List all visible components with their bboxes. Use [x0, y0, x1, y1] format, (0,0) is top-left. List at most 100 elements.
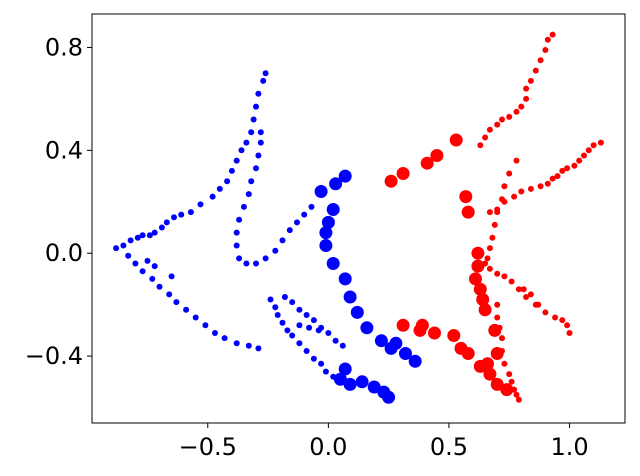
- data-point: [257, 139, 264, 146]
- data-point: [255, 90, 262, 97]
- data-point: [284, 327, 291, 334]
- data-point: [518, 188, 525, 195]
- data-point: [166, 291, 173, 298]
- data-point: [163, 219, 170, 226]
- data-point: [488, 323, 502, 337]
- data-point: [262, 70, 269, 77]
- data-point: [367, 380, 381, 394]
- data-point: [248, 178, 255, 185]
- data-point: [484, 255, 491, 262]
- data-point: [319, 239, 333, 252]
- data-point: [473, 282, 487, 296]
- data-point: [396, 167, 410, 180]
- data-point: [535, 301, 542, 308]
- data-point: [486, 126, 493, 133]
- data-points: [113, 31, 604, 404]
- data-point: [544, 36, 551, 43]
- data-point: [597, 139, 604, 146]
- data-point: [151, 263, 158, 270]
- data-point: [267, 296, 274, 303]
- data-point: [289, 332, 296, 339]
- data-point: [212, 330, 218, 336]
- data-point: [559, 317, 566, 324]
- data-point: [478, 303, 492, 317]
- data-point: [183, 306, 190, 313]
- data-point: [192, 314, 199, 321]
- data-point: [523, 294, 530, 300]
- data-point: [428, 326, 441, 340]
- data-point: [449, 133, 463, 147]
- data-point: [549, 175, 556, 182]
- data-point: [224, 178, 231, 185]
- data-point: [499, 196, 505, 203]
- data-point: [471, 246, 485, 260]
- data-point: [303, 348, 310, 354]
- data-point: [396, 318, 410, 332]
- data-point: [491, 221, 498, 228]
- data-point: [255, 152, 262, 159]
- data-point: [279, 237, 286, 244]
- x-axis: −0.5 0.0 0.5 1.0: [179, 423, 589, 461]
- data-point: [515, 396, 522, 403]
- data-point: [318, 360, 325, 367]
- data-point: [527, 185, 534, 192]
- data-point: [139, 268, 146, 275]
- data-point: [447, 329, 461, 342]
- data-point: [476, 293, 490, 306]
- data-point: [308, 203, 315, 210]
- data-point: [338, 362, 352, 376]
- data-point: [486, 209, 493, 216]
- data-point: [260, 77, 267, 84]
- data-point: [233, 229, 240, 236]
- data-point: [274, 312, 281, 318]
- data-point: [523, 85, 530, 92]
- data-point: [501, 360, 508, 367]
- data-point: [469, 272, 482, 286]
- data-point: [515, 286, 522, 293]
- data-point: [542, 309, 549, 316]
- data-point: [257, 129, 264, 136]
- data-point: [303, 312, 310, 318]
- y-tick-label: 0.8: [45, 33, 83, 61]
- data-point: [494, 121, 501, 128]
- data-point: [513, 157, 520, 164]
- data-point: [554, 173, 561, 180]
- data-point: [506, 113, 513, 120]
- data-point: [314, 185, 328, 198]
- data-point: [564, 322, 571, 329]
- data-point: [513, 108, 520, 115]
- y-tick-label: 0.4: [45, 136, 83, 164]
- data-point: [350, 305, 364, 319]
- data-point: [508, 378, 515, 385]
- data-point: [332, 337, 339, 344]
- data-point: [384, 174, 398, 188]
- data-point: [549, 31, 556, 38]
- data-point: [296, 322, 303, 329]
- data-point: [319, 226, 333, 240]
- data-point: [483, 367, 497, 381]
- data-point: [253, 165, 259, 172]
- data-point: [296, 306, 303, 313]
- data-point: [139, 232, 146, 239]
- data-point: [544, 180, 551, 187]
- data-point: [326, 257, 340, 270]
- data-point: [499, 116, 505, 123]
- data-point: [518, 103, 525, 110]
- data-point: [532, 67, 539, 74]
- data-point: [243, 260, 250, 267]
- data-point: [338, 169, 352, 183]
- data-point: [527, 291, 534, 298]
- data-point: [173, 299, 180, 306]
- data-point: [489, 234, 496, 241]
- data-point: [399, 347, 412, 360]
- data-point: [238, 147, 245, 154]
- data-point: [564, 165, 571, 172]
- data-point: [253, 260, 259, 267]
- data-point: [253, 103, 259, 110]
- data-point: [585, 147, 592, 154]
- data-point: [461, 205, 475, 219]
- data-point: [221, 335, 228, 342]
- data-point: [127, 237, 134, 244]
- data-point: [559, 167, 566, 174]
- y-axis: −0.4 0.0 0.4 0.8: [25, 33, 92, 370]
